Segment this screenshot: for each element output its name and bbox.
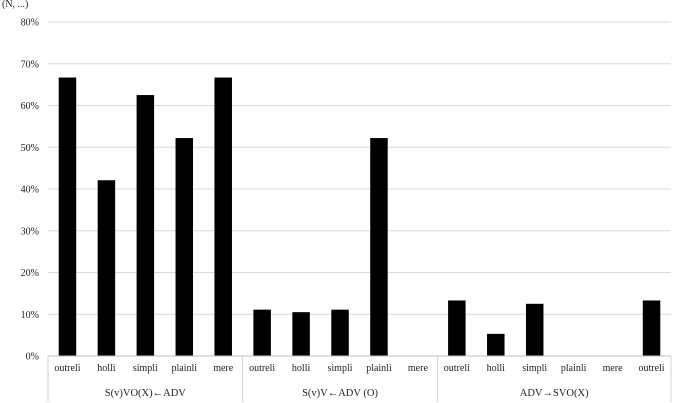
x-category-label: holli xyxy=(97,363,116,374)
bar xyxy=(331,309,349,356)
bar xyxy=(97,180,116,356)
bar xyxy=(292,312,310,356)
bar xyxy=(214,77,232,356)
bar xyxy=(642,300,661,356)
x-category-label: plainli xyxy=(172,363,198,374)
x-group-label: S(v)VO(X)←ADV xyxy=(105,388,186,399)
x-category-label: outreli xyxy=(638,363,664,374)
top-left-label: (N, ...) xyxy=(2,0,28,10)
y-axis-ticks: 0% 10% 20% 30% 40% 50% 60% 70% 80% xyxy=(21,18,39,363)
x-category-label: plainli xyxy=(366,363,392,374)
y-tick-label: 40% xyxy=(21,185,39,196)
x-group-label: S(v)V←ADV (O) xyxy=(302,388,378,399)
bar xyxy=(448,300,466,356)
bar xyxy=(525,303,544,356)
y-tick-label: 60% xyxy=(21,101,39,112)
x-category-label: simpli xyxy=(133,363,158,374)
y-tick-label: 20% xyxy=(21,268,39,279)
y-tick-label: 70% xyxy=(21,59,39,70)
x-category-label: outreli xyxy=(444,363,470,374)
x-category-label: outreli xyxy=(54,363,80,374)
x-category-label: outreli xyxy=(249,363,275,374)
x-group-label: ADV→SVO(X) xyxy=(520,388,589,399)
y-tick-label: 30% xyxy=(21,226,39,237)
bar xyxy=(58,77,77,356)
x-axis-group-labels: S(v)VO(X)←ADV S(v)V←ADV (O) ADV→SVO(X) xyxy=(47,356,672,402)
x-category-label: holli xyxy=(292,363,311,374)
x-category-label: mere xyxy=(213,363,234,374)
y-tick-label: 80% xyxy=(21,18,39,29)
x-category-label: plainli xyxy=(561,363,587,374)
bars xyxy=(58,77,661,356)
x-category-label: mere xyxy=(408,363,429,374)
x-axis-category-labels: outreli holli simpli plainli mere outreli holl… xyxy=(54,363,664,374)
bar xyxy=(136,95,155,356)
y-tick-label: 0% xyxy=(26,352,39,363)
y-tick-label: 10% xyxy=(21,310,39,321)
bar xyxy=(253,309,271,356)
y-tick-label: 50% xyxy=(21,143,39,154)
bar xyxy=(175,138,194,356)
x-category-label: holli xyxy=(487,363,506,374)
x-category-label: simpli xyxy=(328,363,353,374)
x-category-label: simpli xyxy=(522,363,547,374)
bar xyxy=(370,138,388,356)
bar xyxy=(487,333,505,356)
x-category-label: mere xyxy=(603,363,624,374)
